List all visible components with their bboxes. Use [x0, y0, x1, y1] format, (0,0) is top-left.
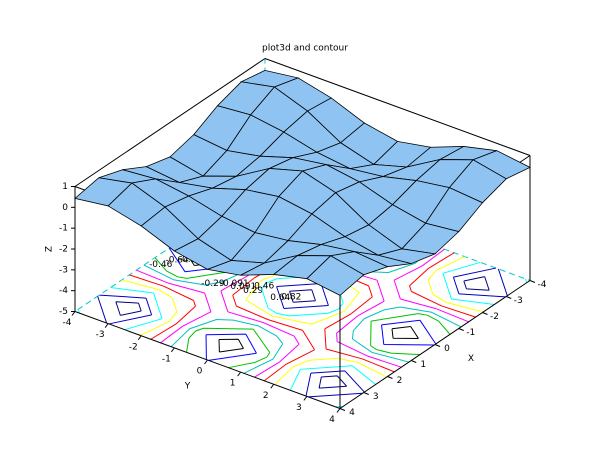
y-axis-label: Y [184, 382, 191, 392]
contour-label: -0.46 [149, 260, 173, 270]
y-tick [336, 408, 341, 413]
y-tick-label: -3 [96, 330, 105, 340]
z-tick-label: -5 [59, 307, 68, 317]
x-tick [434, 344, 441, 347]
z-tick-label: 0 [62, 203, 68, 213]
contour-label: -0.091 [220, 279, 249, 289]
contour-label: 0.46 [254, 281, 274, 291]
x-tick-label: -2 [490, 312, 499, 322]
z-tick-label: -3 [59, 265, 68, 275]
z-tick-label: 1 [62, 182, 68, 192]
chart-title: plot3d and contour [262, 44, 348, 54]
x-tick-label: -3 [514, 296, 523, 306]
x-tick-label: -4 [538, 280, 547, 290]
y-tick [170, 347, 175, 353]
y-tick [270, 383, 275, 389]
x-tick [387, 376, 393, 379]
x-tick-label: 1 [420, 360, 426, 370]
x-tick-label: 4 [349, 408, 355, 418]
x-tick-label: 3 [373, 392, 379, 402]
x-axis-label: X [468, 354, 474, 364]
x-tick [458, 328, 464, 331]
y-tick-label: -1 [162, 354, 171, 364]
contour-label: 0.64 [270, 293, 290, 303]
surface-facet [306, 255, 365, 296]
z-tick-label: -4 [59, 286, 68, 296]
y-tick [204, 359, 208, 365]
x-tick [529, 280, 536, 283]
y-tick [237, 371, 242, 377]
contour-label: 0.82 [281, 292, 301, 302]
x-tick [363, 392, 369, 395]
contour-label: 0.29 [243, 286, 263, 296]
y-tick-label: -4 [63, 318, 72, 328]
y-tick-label: 4 [329, 415, 335, 425]
z-tick-label: -1 [59, 224, 68, 234]
y-tick [137, 335, 142, 341]
y-tick [303, 396, 308, 401]
x-tick [506, 296, 512, 299]
y-tick-label: 3 [296, 403, 302, 413]
x-tick [339, 408, 346, 411]
contour-label: -0.29 [201, 279, 225, 289]
y-tick-label: 1 [230, 379, 236, 389]
x-tick [411, 360, 417, 363]
x-tick-label: -1 [466, 328, 475, 338]
box-edge [74, 58, 266, 187]
contour-label: -0.64 [165, 255, 189, 265]
z-axis-label: Z [45, 246, 55, 252]
box-edge [264, 58, 531, 156]
contour-label: 0.091 [230, 282, 256, 292]
y-tick-label: 2 [263, 391, 269, 401]
x-tick-label: 2 [397, 376, 403, 386]
y-tick-label: -2 [129, 342, 138, 352]
x-tick [482, 312, 488, 315]
y-tick-label: 0 [197, 367, 203, 377]
y-tick [104, 323, 109, 328]
x-tick-label: 0 [444, 344, 450, 354]
y-tick [71, 311, 76, 316]
z-tick-label: -2 [59, 245, 68, 255]
